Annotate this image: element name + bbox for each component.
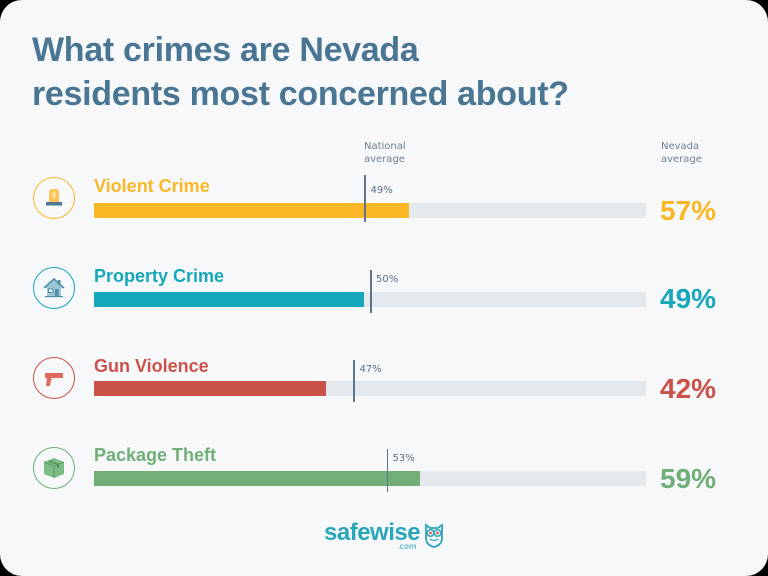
safewise-logo: safewise .com xyxy=(324,519,445,551)
category-label: Violent Crime xyxy=(94,176,210,196)
nevada-average-value: 49% xyxy=(660,283,717,314)
category-label: Package Theft xyxy=(94,445,217,465)
logo-wordmark: safewise xyxy=(324,519,421,546)
logo-suffix: .com xyxy=(397,542,417,551)
national-average-marker xyxy=(386,449,389,492)
bar-track xyxy=(94,203,646,218)
national-average-value: 50% xyxy=(376,274,399,285)
nevada-bar xyxy=(94,292,365,307)
nevada-bar xyxy=(94,471,420,486)
row-package-theft: Package Theft 53% 59% xyxy=(0,435,768,525)
chart-title: What crimes are Nevada residents most co… xyxy=(32,28,569,116)
bar-track xyxy=(94,381,646,396)
bar-track xyxy=(94,471,646,486)
row-gun-violence: Gun Violence 47% 42% xyxy=(0,345,768,435)
national-average-value: 53% xyxy=(392,453,415,464)
nevada-bar xyxy=(94,381,326,396)
national-average-header: National average xyxy=(364,141,406,165)
nevada-average-value: 59% xyxy=(660,463,717,494)
nevada-average-value: 42% xyxy=(660,373,717,404)
package-box-icon xyxy=(33,447,75,489)
title-line-1: What crimes are Nevada xyxy=(32,31,419,69)
national-average-marker xyxy=(370,270,372,313)
category-label: Property Crime xyxy=(94,266,225,286)
row-property-crime: Property Crime 50% 49% xyxy=(0,255,768,345)
siren-icon xyxy=(33,177,75,219)
national-average-value: 49% xyxy=(370,185,393,196)
national-average-value: 47% xyxy=(359,364,382,375)
owl-icon xyxy=(425,523,443,548)
row-violent-crime: Violent Crime 49% 57% xyxy=(0,165,768,255)
handgun-icon xyxy=(33,357,75,399)
nevada-average-value: 57% xyxy=(660,195,717,226)
nevada-average-header: Nevada average xyxy=(661,141,702,165)
nevada-bar xyxy=(94,203,409,218)
national-average-marker xyxy=(364,175,366,222)
house-icon xyxy=(33,267,75,309)
title-line-2: residents most concerned about? xyxy=(32,75,569,113)
category-label: Gun Violence xyxy=(94,356,209,376)
national-average-marker xyxy=(353,360,355,402)
